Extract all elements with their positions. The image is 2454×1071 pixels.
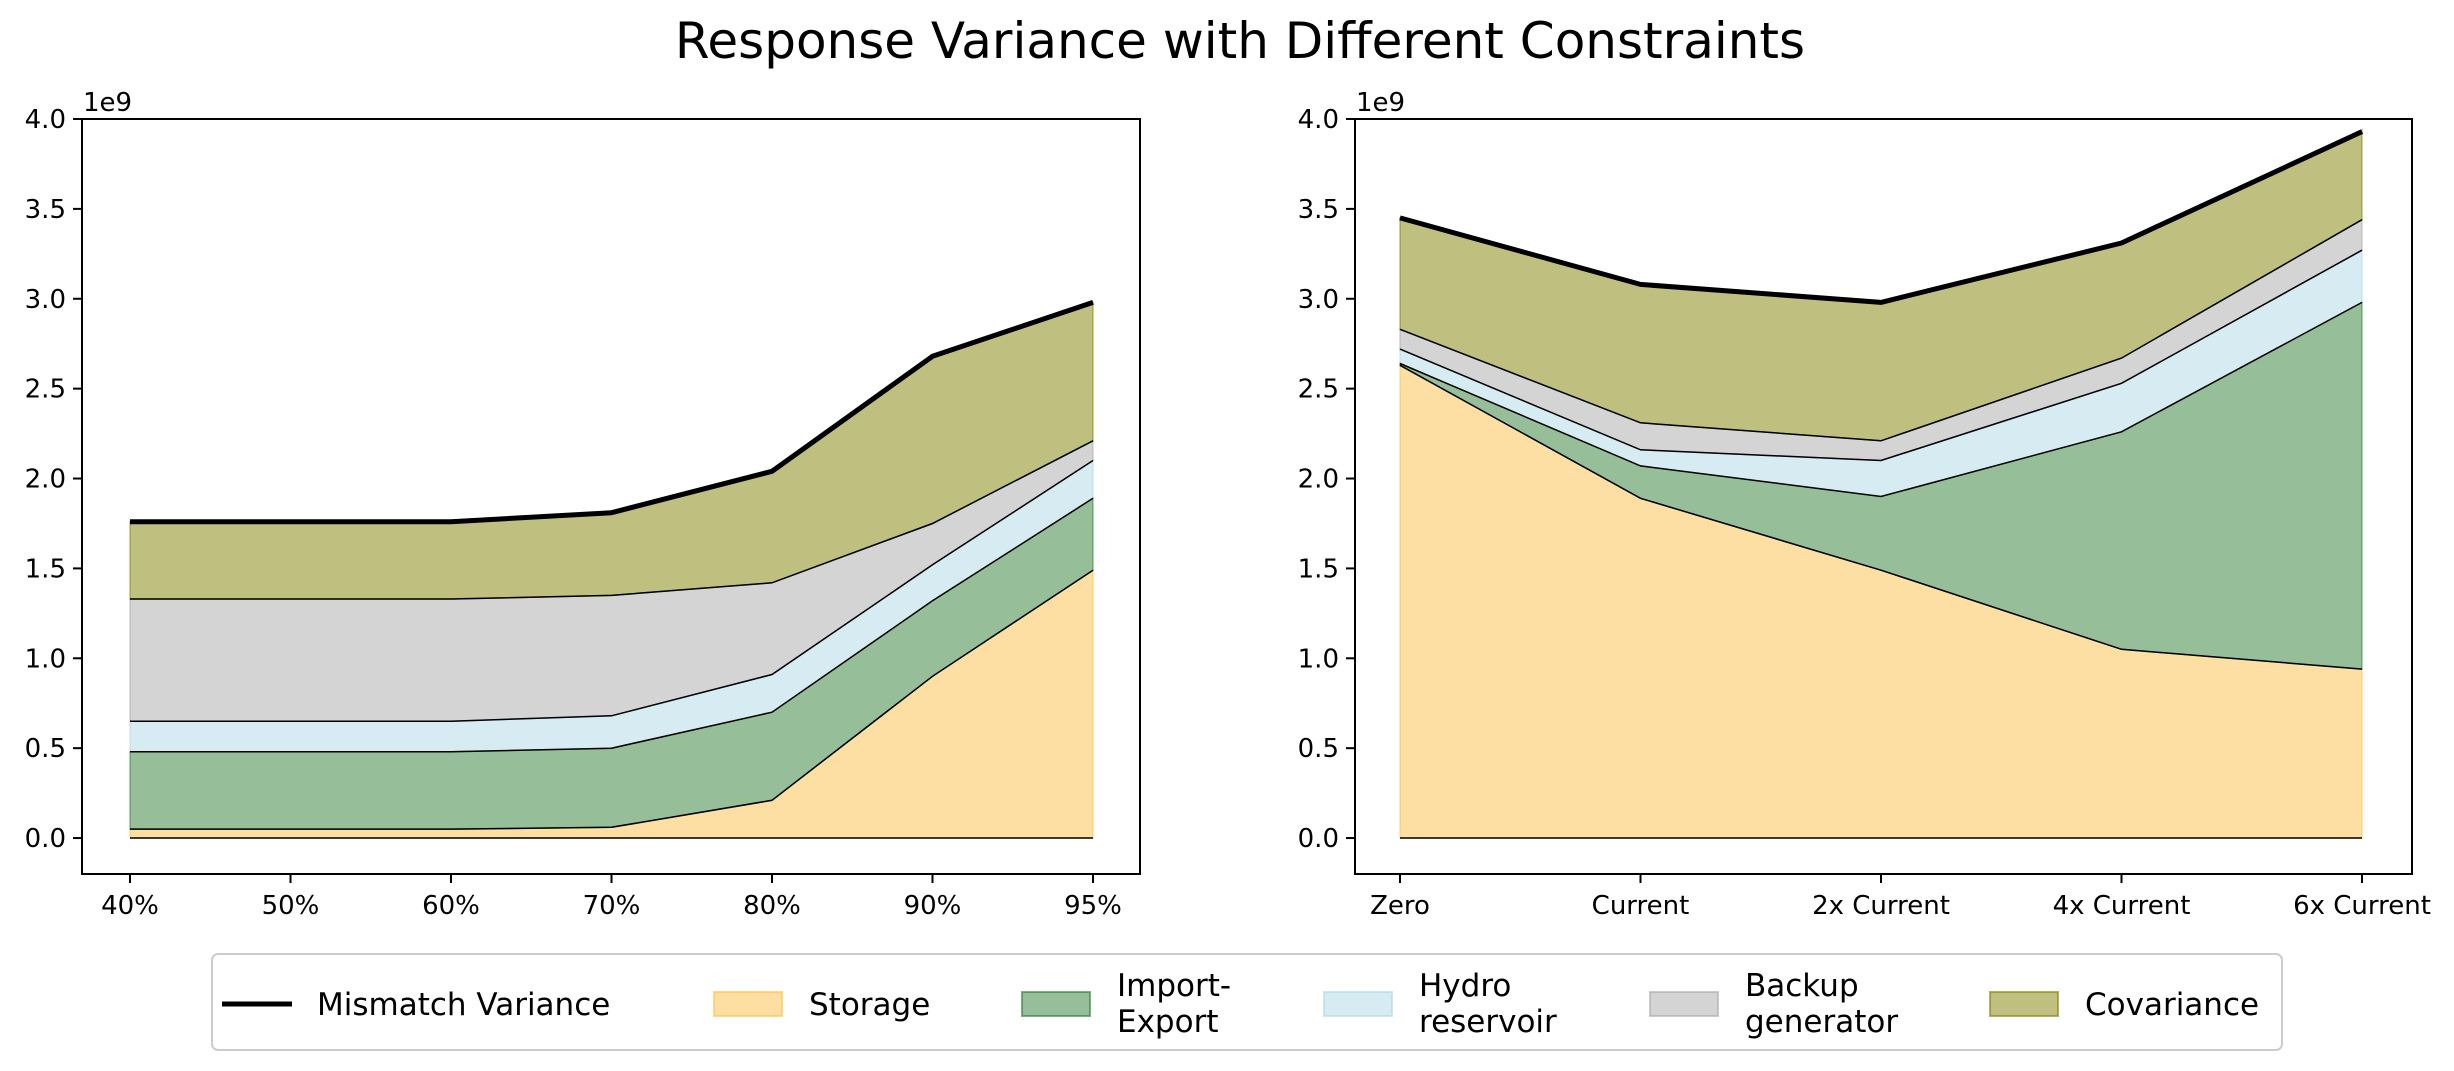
legend-swatch-backup bbox=[1649, 991, 1719, 1017]
legend-frame bbox=[211, 953, 2283, 1051]
right-ytick-label: 2.0 bbox=[1298, 465, 1339, 495]
left-xtick-label: 95% bbox=[1064, 891, 1122, 921]
right-axes-frame bbox=[1354, 118, 2413, 875]
left-ytick-label: 0.0 bbox=[25, 824, 66, 854]
legend-label-import-export: Import- bbox=[1117, 968, 1231, 1004]
right-boundary-line-4 bbox=[1399, 219, 2363, 442]
left-y-offset-label: 1e9 bbox=[83, 88, 132, 118]
right-ytick-label: 4.0 bbox=[1298, 105, 1339, 135]
right-ytick-label: 3.5 bbox=[1298, 195, 1339, 225]
right-boundary-line-1 bbox=[1399, 364, 2363, 670]
left-xtick-label: 60% bbox=[422, 891, 480, 921]
right-mismatch-variance-line bbox=[1399, 129, 2364, 305]
left-ytick-label: 0.5 bbox=[25, 734, 66, 764]
right-xtick-label: Zero bbox=[1370, 891, 1430, 921]
left-ytick-label: 4.0 bbox=[25, 105, 66, 135]
left-ytick-label: 2.0 bbox=[25, 465, 66, 495]
legend-label-backup: Backup bbox=[1745, 968, 1859, 1004]
left-xtick-label: 70% bbox=[583, 891, 641, 921]
legend-swatch-covariance bbox=[1989, 991, 2059, 1017]
left-chart-panel: 0.0 0.5 1.0 1.5 2.0 2.5 3.0 3.5 4.0 1e9 40% 50% 60% 7… bbox=[25, 88, 1141, 921]
left-ytick-label: 2.5 bbox=[25, 375, 66, 405]
right-xtick-label: 2x Current bbox=[1812, 891, 1950, 921]
legend-label-storage: Storage bbox=[809, 987, 930, 1023]
legend-label-backup: generator bbox=[1745, 1004, 1898, 1040]
right-ytick-label: 1.0 bbox=[1298, 644, 1339, 674]
right-ytick-label: 3.0 bbox=[1298, 285, 1339, 315]
left-xtick-label: 90% bbox=[904, 891, 962, 921]
legend: Mismatch Variance Storage Import-Export Hyd… bbox=[211, 953, 2283, 1051]
left-boundary-line-4 bbox=[130, 440, 1094, 600]
right-y-offset-label: 1e9 bbox=[1356, 88, 1405, 118]
right-chart-panel: 0.0 0.5 1.0 1.5 2.0 2.5 3.0 3.5 4.0 1e9 Zero Curren… bbox=[1298, 88, 2431, 921]
right-ytick-label: 2.5 bbox=[1298, 375, 1339, 405]
right-ytick-label: 0.0 bbox=[1298, 824, 1339, 854]
left-ytick-label: 1.0 bbox=[25, 644, 66, 674]
legend-label-import-export: Export bbox=[1117, 1004, 1218, 1040]
left-ytick-label: 1.5 bbox=[25, 554, 66, 584]
left-boundary-line-2 bbox=[130, 497, 1094, 753]
legend-label-hydro: reservoir bbox=[1419, 1004, 1557, 1040]
left-xtick-label: 40% bbox=[101, 891, 159, 921]
legend-label-hydro: Hydro bbox=[1419, 968, 1511, 1004]
chart-title: Response Variance with Different Constra… bbox=[675, 12, 1805, 70]
legend-swatch-storage bbox=[713, 991, 783, 1017]
right-boundary-line-3 bbox=[1399, 249, 2363, 462]
right-boundary-line-2 bbox=[1399, 301, 2363, 498]
legend-label-covariance: Covariance bbox=[2085, 987, 2259, 1023]
legend-swatch-import-export bbox=[1021, 991, 1091, 1017]
legend-swatch-hydro bbox=[1323, 991, 1393, 1017]
left-xtick-label: 50% bbox=[262, 891, 320, 921]
left-ytick-label: 3.0 bbox=[25, 285, 66, 315]
left-boundary-line-1 bbox=[130, 569, 1094, 830]
right-xtick-label: Current bbox=[1592, 891, 1690, 921]
right-ytick-label: 1.5 bbox=[1298, 554, 1339, 584]
left-mismatch-variance-line bbox=[130, 300, 1094, 525]
left-boundary-line-3 bbox=[130, 459, 1094, 722]
right-xtick-label: 6x Current bbox=[2293, 891, 2431, 921]
legend-label-mismatch: Mismatch Variance bbox=[317, 987, 610, 1023]
left-xtick-label: 80% bbox=[743, 891, 801, 921]
left-ytick-label: 3.5 bbox=[25, 195, 66, 225]
right-ytick-label: 0.5 bbox=[1298, 734, 1339, 764]
right-xtick-label: 4x Current bbox=[2053, 891, 2191, 921]
